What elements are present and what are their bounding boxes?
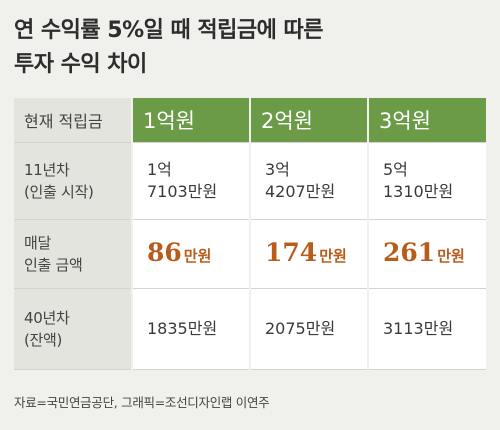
table-cell: 3113만원 xyxy=(367,288,486,370)
source-credit: 자료=국민연금공단, 그래픽=조선디자인랩 이연주 xyxy=(14,395,270,410)
table-cell: 2075만원 xyxy=(249,288,368,370)
monthly-amount-cell: 86 만원 xyxy=(131,219,250,289)
monthly-amount-unit: 만원 xyxy=(183,246,212,265)
row-label-line: 매달 xyxy=(24,234,52,252)
table-cell: 1835만원 xyxy=(131,288,250,370)
monthly-amount-unit: 만원 xyxy=(319,246,347,265)
cell-line: 4207만원 xyxy=(265,182,336,201)
monthly-amount-number: 261 xyxy=(383,237,436,267)
cell-line: 1310만원 xyxy=(383,182,454,201)
table-row: 매달 인출 금액 86 만원 174 만원 261 만원 xyxy=(14,219,486,289)
title-line-1: 연 수익률 5%일 때 적립금에 따른 xyxy=(14,18,324,43)
monthly-amount-cell: 174 만원 xyxy=(249,219,368,289)
row-label-line: (잔액) xyxy=(24,331,63,349)
cell-line: 3억 xyxy=(265,160,290,179)
monthly-amount-cell: 261 만원 xyxy=(367,219,486,289)
table-cell: 5억 1310만원 xyxy=(367,142,486,220)
header-label: 현재 적립금 xyxy=(14,98,132,143)
monthly-amount-number: 174 xyxy=(265,237,318,267)
title-line-2: 투자 수익 차이 xyxy=(14,52,147,77)
header-column-2: 2억원 xyxy=(249,98,368,143)
cell-line: 7103만원 xyxy=(147,182,218,201)
row-label-line: (인출 시작) xyxy=(24,183,94,201)
row-label-year40: 40년차 (잔액) xyxy=(14,288,132,370)
row-label-year11: 11년차 (인출 시작) xyxy=(14,142,132,220)
row-label-monthly: 매달 인출 금액 xyxy=(14,219,132,289)
chart-title: 연 수익률 5%일 때 적립금에 따른 투자 수익 차이 xyxy=(14,14,484,82)
cell-line: 5억 xyxy=(383,160,408,179)
table-header-row: 현재 적립금 1억원 2억원 3억원 xyxy=(14,98,486,143)
row-label-line: 인출 금액 xyxy=(24,256,83,274)
savings-comparison-table: 현재 적립금 1억원 2억원 3억원 11년차 (인출 시작) 1억 7103만… xyxy=(14,98,486,370)
table-row: 11년차 (인출 시작) 1억 7103만원 3억 4207만원 5억 1310… xyxy=(14,142,486,220)
row-label-line: 40년차 xyxy=(24,309,70,327)
header-column-3: 3억원 xyxy=(367,98,486,143)
table-cell: 1억 7103만원 xyxy=(131,142,250,220)
table-cell: 3억 4207만원 xyxy=(249,142,368,220)
table-row: 40년차 (잔액) 1835만원 2075만원 3113만원 xyxy=(14,288,486,370)
header-column-1: 1억원 xyxy=(131,98,250,143)
monthly-amount-number: 86 xyxy=(147,237,182,267)
cell-line: 1억 xyxy=(147,160,172,179)
monthly-amount-unit: 만원 xyxy=(437,246,465,265)
row-label-line: 11년차 xyxy=(24,161,70,179)
